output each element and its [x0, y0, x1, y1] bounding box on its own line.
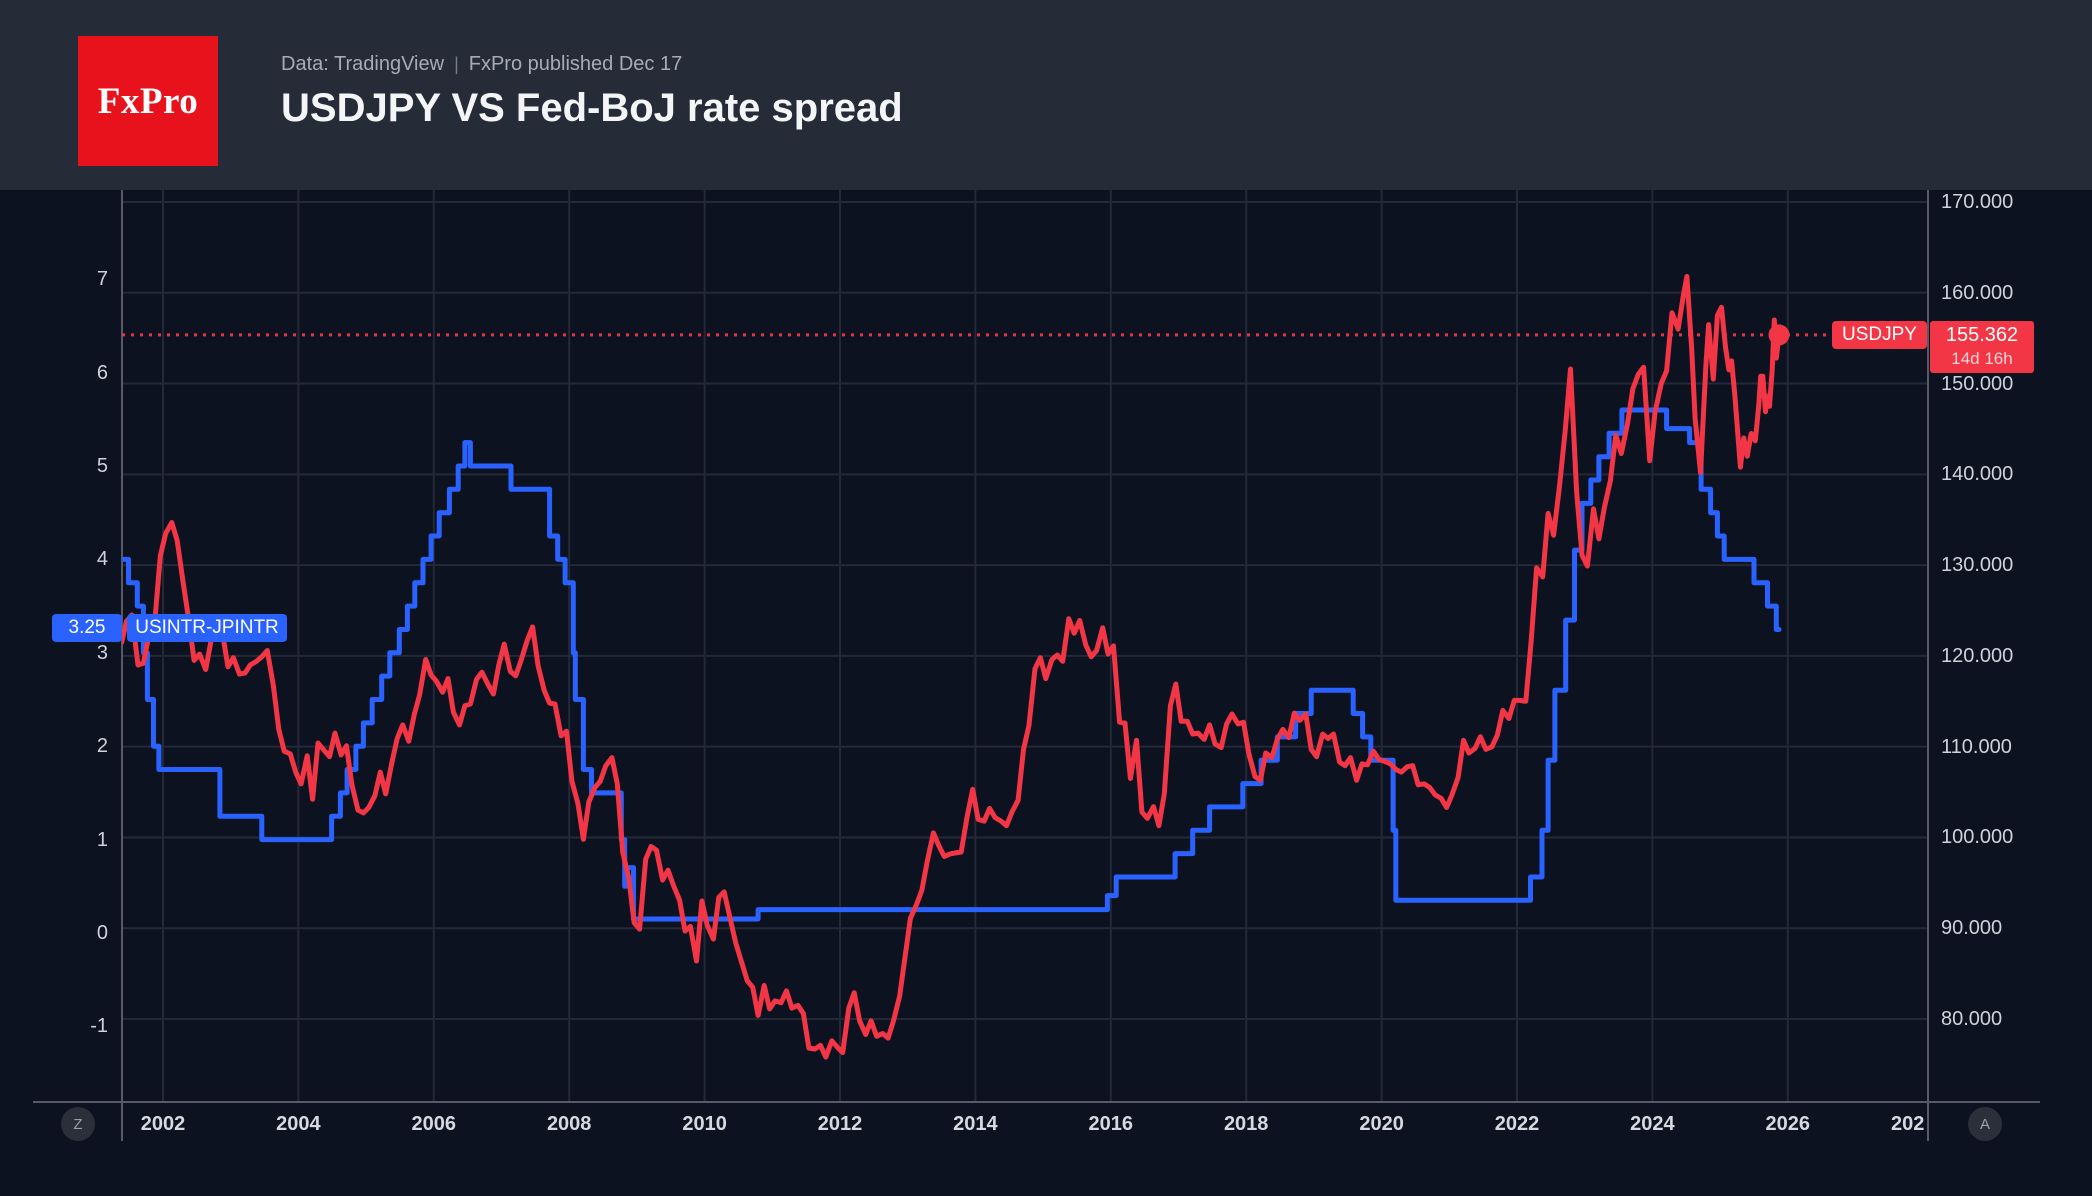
right-axis-tick: 140.000 — [1941, 463, 2014, 486]
timezone-button[interactable]: Z — [61, 1107, 95, 1141]
x-axis-tick: 2020 — [1359, 1113, 1404, 1135]
usdjpy-price-badge: 155.362 14d 16h — [1930, 321, 2034, 373]
left-axis-tick: 6 — [96, 361, 108, 384]
auto-scale-button-label: A — [1979, 1115, 1990, 1133]
right-axis-tick: 160.000 — [1941, 281, 2014, 304]
right-axis-tick: 80.000 — [1941, 1008, 2003, 1031]
timezone-button-label: Z — [73, 1115, 83, 1133]
x-axis-tick: 2010 — [682, 1113, 727, 1135]
usdjpy-series-label-badge: USDJPY — [1832, 321, 1927, 349]
left-axis-tick: 5 — [96, 455, 108, 477]
x-axis-tick: 2012 — [817, 1113, 863, 1135]
chart-source-line: Data: TradingView | FxPro published Dec 17 — [281, 52, 682, 76]
data-source-text: Data: TradingView — [281, 53, 445, 75]
usdjpy-price-line — [122, 273, 1782, 1060]
spread-step-line — [122, 407, 1782, 922]
left-axis-tick: 4 — [96, 548, 108, 571]
right-axis-tick: 100.000 — [1941, 826, 2014, 849]
right-axis-tick: 90.000 — [1941, 917, 2003, 940]
usdjpy-last-point-dot — [1768, 324, 1790, 346]
source-separator: | — [454, 54, 459, 74]
left-axis-tick: 3 — [96, 641, 108, 664]
page-title: USDJPY VS Fed-BoJ rate spread — [281, 86, 903, 130]
left-axis-tick: -1 — [90, 1015, 108, 1038]
right-axis-tick: 170.000 — [1941, 191, 2014, 213]
x-axis-tick: 2004 — [276, 1113, 321, 1135]
x-axis-tick: 2006 — [411, 1113, 457, 1135]
usdjpy-bar-countdown: 14d 16h — [1951, 349, 2013, 368]
x-axis-tick: 2016 — [1088, 1113, 1134, 1135]
x-axis-tick: 2026 — [1765, 1113, 1811, 1135]
header: FxPro Data: TradingView | FxPro published … — [0, 0, 2092, 190]
fxpro-logo: FxPro — [78, 36, 218, 166]
auto-scale-button[interactable]: A — [1968, 1107, 2002, 1141]
right-axis-tick: 110.000 — [1941, 735, 2012, 758]
fxpro-logo-text: FxPro — [97, 80, 199, 122]
left-axis-tick: 2 — [96, 735, 108, 758]
x-axis-tick: 2024 — [1630, 1113, 1675, 1135]
right-axis-tick: 120.000 — [1941, 644, 2014, 667]
left-axis-tick: 0 — [96, 922, 108, 944]
x-axis-tick: 2002 — [140, 1113, 186, 1135]
published-text: FxPro published Dec 17 — [468, 53, 683, 75]
x-axis-tick: 2022 — [1494, 1113, 1540, 1135]
right-axis-tick: 130.000 — [1941, 554, 2014, 577]
spread-series-label-badge: USINTR-JPINTR — [127, 614, 287, 642]
left-axis-tick: 7 — [96, 268, 108, 291]
x-axis-tick-2028-clipped: 202 — [1891, 1113, 1925, 1135]
right-axis-tick: 150.000 — [1941, 372, 2014, 395]
usdjpy-last-price: 155.362 — [1945, 324, 2019, 346]
spread-value-badge: 3.25 — [52, 614, 122, 642]
x-axis-tick: 2008 — [546, 1113, 592, 1135]
left-axis-tick: 1 — [96, 828, 108, 851]
x-axis-tick: 2018 — [1223, 1113, 1269, 1135]
x-axis-tick: 2014 — [953, 1113, 998, 1135]
